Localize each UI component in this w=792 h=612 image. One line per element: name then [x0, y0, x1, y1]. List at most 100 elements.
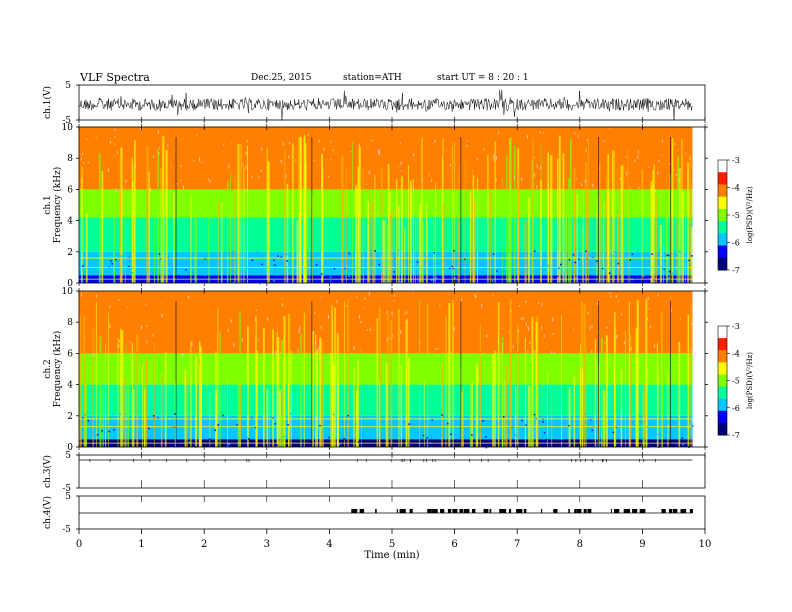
ch2_spec-burst [606, 335, 608, 447]
ch1-colorbar-segment [718, 233, 727, 247]
ch4-pulse [523, 509, 527, 513]
ch2_spec-speckle [161, 314, 163, 318]
ch2_spec-burst [528, 385, 531, 447]
ch2_spec-burst [390, 320, 393, 447]
ch2_spec-lowband-dot [214, 429, 217, 432]
ch2_spec-burst [517, 324, 519, 447]
ch1_spec-speckle [180, 179, 182, 182]
ch1_spec-burst [266, 147, 268, 283]
ch1_spec-speckle [149, 187, 151, 192]
ch2_spec-lowband-dot [638, 414, 641, 417]
ch2_spec-lowband-dot [87, 419, 90, 422]
ch1_spec-burst [464, 160, 466, 283]
ch4-pulse [509, 509, 512, 513]
ch1_spec-lowband-dot [128, 256, 131, 259]
ch2_spec-speckle [554, 351, 556, 355]
ch2_spec-lowband-dot [327, 435, 329, 437]
ch1_spec-speckle [689, 157, 691, 161]
ch1_spec-burst [217, 201, 219, 283]
ch1_spec-burst [362, 168, 365, 283]
ch2_spec-burst [227, 378, 228, 447]
ch2_spec-speckle [391, 311, 393, 316]
ch1_spec-band-4 [79, 127, 693, 190]
ch2_spec-lowband-dot [681, 437, 683, 439]
ch1_spec-burst [532, 137, 534, 283]
ch1-colorbar-label: log(PSD)(V²/Hz) [746, 186, 754, 243]
ch2_spec-speckle [400, 330, 402, 334]
ch4-pulse [440, 509, 445, 513]
ch2_spec-burst [667, 371, 669, 447]
ch2_spec-burst [551, 389, 553, 447]
ch1_spec-lowband-dot [679, 250, 681, 253]
ch1_wave-ytick-label: 5 [65, 81, 71, 91]
ch1_spec-speckle [598, 167, 600, 170]
ch1_spec-burst [154, 204, 156, 283]
ch1_spec-lowband-dot [184, 258, 187, 260]
ch1_spec-lowband-dot [433, 252, 436, 254]
ch1_spec-lowband-dot [596, 260, 598, 262]
ch1_spec-lowband-dot [496, 270, 498, 272]
ch2_spec-burst [136, 334, 139, 447]
ch1_spec-burst [442, 203, 445, 283]
ch2_spec-speckle [591, 350, 593, 354]
ch1_wave-frame [78, 84, 706, 121]
ch1_spec-burst [146, 146, 149, 283]
ch1_spec-burst [398, 205, 400, 283]
ch1_spec-lowband-dot [464, 258, 466, 260]
ch1_spec-burst [653, 164, 655, 283]
ch1_spec-burst [165, 149, 168, 283]
ch2_spec-speckle [328, 315, 330, 319]
ch2_spec-burst [153, 341, 155, 447]
ch1_spec-burst [237, 144, 240, 283]
ch2_spec-speckle [313, 330, 315, 335]
ch1_spec-burst [81, 177, 82, 283]
ch2_spec-lowband-dot [103, 438, 105, 440]
ch2_spec-burst [280, 340, 283, 447]
ch2_spec-burst [441, 362, 443, 447]
ch2_spec-speckle [608, 321, 610, 323]
ch2_spec-lowband-dot [290, 412, 292, 415]
ch2_spec-burst [678, 341, 681, 447]
ch1_spec-ytick-label: 10 [62, 123, 74, 133]
ch1_spec-burst [567, 178, 570, 283]
ch1_spec-burst [386, 224, 389, 283]
ch1_spec-speckle [209, 179, 211, 183]
ch1_spec-lowband-dot [202, 259, 205, 261]
ch1_spec-speckle [199, 157, 201, 162]
ch4-pulse [351, 509, 358, 513]
ch1_spec-speckle [412, 187, 414, 189]
ch2_spec-ytick-label: 6 [67, 349, 73, 359]
ch2_spec-burst [336, 333, 339, 447]
ch2_spec-speckle [615, 294, 617, 298]
ch2_spec-speckle [274, 350, 276, 353]
ch2_spec-lowband-dot [84, 414, 86, 417]
ch2_spec-burst [269, 367, 270, 447]
ch2_spec-speckle [609, 291, 611, 295]
xtick-label: 4 [326, 539, 332, 550]
ch2_spec-lowband-dot [427, 442, 429, 445]
ch2_spec-burst [315, 334, 317, 447]
ch1_spec-burst [617, 214, 620, 283]
ch1_spec-burst [490, 194, 491, 283]
ch4-pulse [689, 509, 693, 513]
ch1_spec-speckle [586, 139, 588, 142]
ch1_spec-burst [368, 191, 371, 283]
ch1_spec-speckle [332, 149, 334, 152]
ch1_spec-speckle [661, 154, 663, 157]
ch1_spec-speckle [307, 133, 309, 136]
ch2_spec-lowband-dot [107, 424, 110, 426]
ch2_spec-lowband-dot [355, 423, 357, 425]
ch1_spec-lowband-dot [315, 264, 318, 266]
ch1_spec-speckle [366, 183, 368, 185]
ch2_spec-burst [92, 327, 94, 447]
ch1_spec-burst [598, 163, 601, 283]
ch1_spec-lowband-dot [453, 250, 455, 252]
ch4-pulse [668, 509, 673, 513]
ch2_spec-lowband-dot [452, 445, 454, 448]
ch2_spec-speckle [281, 297, 283, 300]
ch2_spec-burst [479, 323, 481, 447]
ch1_spec-burst [85, 213, 88, 283]
ch2_spec-lowband-dot [560, 440, 563, 442]
ch1_spec-speckle [543, 131, 545, 134]
ch1_spec-lowband-dot [144, 269, 147, 271]
